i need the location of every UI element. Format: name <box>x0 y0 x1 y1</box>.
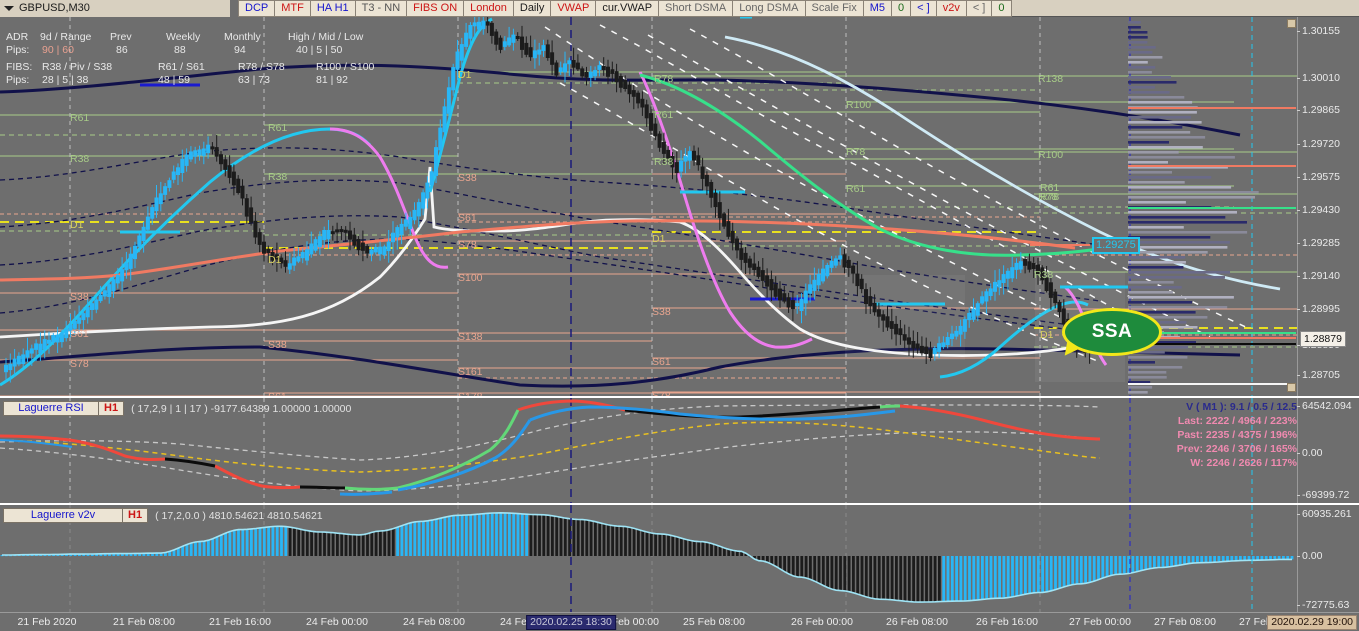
time-label-9: 26 Feb 08:00 <box>886 616 948 628</box>
toolbar-button-london-5[interactable]: London <box>464 0 514 17</box>
v2v-value-scale[interactable]: 60935.261 0.00 -72775.63 <box>1296 505 1359 612</box>
indicator-button-group: DCP MTF HA H1 T3 - NN FIBS ON London Daily VWAP… <box>238 0 1012 17</box>
time-label-8: 26 Feb 00:00 <box>791 616 853 628</box>
volume-profile <box>1128 21 1296 394</box>
laguerre-v2v-pane[interactable]: Laguerre v2v H1 ( 17,2,0.0 ) 4810.54621 … <box>0 503 1359 612</box>
toolbar-button-scale-fix-11[interactable]: Scale Fix <box>805 0 864 17</box>
toolbar-button-vwap-7[interactable]: VWAP <box>551 0 597 17</box>
price-chart-graphics <box>0 17 1297 396</box>
price-tick-10: 1.28705 <box>1297 369 1340 381</box>
ssa-callout-label: SSA <box>1062 308 1162 356</box>
vm1-w: W: 2246 / 2626 / 117% <box>1190 457 1297 469</box>
v2v-tick-0: 60935.261 <box>1297 508 1352 520</box>
ssa-callout: SSA <box>1062 308 1162 362</box>
laguerre-rsi-pane[interactable]: Laguerre RSI H1 ( 17,2,9 | 1 | 17 ) -917… <box>0 396 1359 503</box>
toolbar-button--16[interactable]: < ] <box>966 0 993 17</box>
rsi-tick-1: 0.00 <box>1296 447 1323 459</box>
price-tick-5: 1.29430 <box>1297 204 1340 216</box>
current-price-label: 1.28879 <box>1300 331 1346 347</box>
v2v-parameters: ( 17,2,0.0 ) 4810.54621 4810.54621 <box>155 509 323 522</box>
rsi-tick-0: 64542.094 <box>1297 400 1352 412</box>
price-tick-8: 1.28995 <box>1297 303 1340 315</box>
toolbar-button-short-dsma-9[interactable]: Short DSMA <box>659 0 734 17</box>
chart-toolbar: GBPUSD,M30 DCP MTF HA H1 T3 - NN FIBS ON Lond… <box>0 0 1359 17</box>
price-tick-0: 1.30155 <box>1297 25 1340 37</box>
time-label-2: 21 Feb 16:00 <box>209 616 271 628</box>
toolbar-button-fibs-on-4[interactable]: FIBS ON <box>407 0 465 17</box>
toolbar-button-ha-h1-2[interactable]: HA H1 <box>310 0 356 17</box>
scale-thumb-bottom[interactable] <box>1287 383 1296 392</box>
v2v-tick-1: 0.00 <box>1296 550 1323 562</box>
toolbar-button-0-13[interactable]: 0 <box>892 0 912 17</box>
time-label-4: 24 Feb 08:00 <box>403 616 465 628</box>
v2v-header: Laguerre v2v H1 ( 17,2,0.0 ) 4810.54621 … <box>3 508 323 523</box>
time-label-1: 21 Feb 08:00 <box>113 616 175 628</box>
price-level-tag: 1.29275 <box>1092 237 1140 254</box>
toolbar-button-0-17[interactable]: 0 <box>992 0 1012 17</box>
time-label-11: 27 Feb 00:00 <box>1069 616 1131 628</box>
last-bar-time-label: 2020.02.29 19:00 <box>1267 615 1357 630</box>
toolbar-gap <box>230 0 238 17</box>
price-tick-7: 1.29140 <box>1297 270 1340 282</box>
vm1-title: V ( M1 ): 9.1 / 0.5 / 12.5 <box>1186 401 1297 413</box>
toolbar-button-mtf-1[interactable]: MTF <box>275 0 311 17</box>
price-tick-3: 1.29720 <box>1297 138 1340 150</box>
price-tick-1: 1.30010 <box>1297 72 1340 84</box>
time-label-10: 26 Feb 16:00 <box>976 616 1038 628</box>
toolbar-button-t3-nn-3[interactable]: T3 - NN <box>355 0 408 17</box>
laguerre-v2v-graphics <box>0 505 1294 612</box>
rsi-parameters: ( 17,2,9 | 1 | 17 ) -9177.64389 1.00000 … <box>131 402 352 415</box>
time-label-12: 27 Feb 08:00 <box>1154 616 1216 628</box>
callout-tail-icon <box>1064 339 1082 359</box>
v2v-tick-2: -72775.63 <box>1296 599 1350 611</box>
rsi-tick-2: -69399.72 <box>1296 489 1350 501</box>
v2v-indicator-name[interactable]: Laguerre v2v <box>3 508 123 523</box>
vm1-past: Past: 2235 / 4375 / 196% <box>1177 429 1297 441</box>
toolbar-button-m5-12[interactable]: M5 <box>863 0 893 17</box>
toolbar-button-cur-vwap-8[interactable]: cur.VWAP <box>596 0 660 17</box>
price-tick-2: 1.29865 <box>1297 104 1340 116</box>
vm1-prev: Prev: 2246 / 3706 / 165% <box>1176 443 1297 455</box>
volume-stats-block: V ( M1 ): 9.1 / 0.5 / 12.5 Last: 2222 / … <box>1177 400 1297 470</box>
toolbar-button-long-dsma-10[interactable]: Long DSMA <box>733 0 806 17</box>
rsi-value-scale[interactable]: 64542.094 0.00 -69399.72 <box>1296 398 1359 503</box>
price-tick-4: 1.29575 <box>1297 171 1340 183</box>
toolbar-button--14[interactable]: < ] <box>911 0 937 17</box>
time-label-3: 24 Feb 00:00 <box>306 616 368 628</box>
time-cursor-label: 2020.02.25 18:30 <box>526 615 616 630</box>
rsi-timeframe-badge[interactable]: H1 <box>99 401 125 416</box>
time-label-7: 25 Feb 08:00 <box>683 616 745 628</box>
vm1-last: Last: 2222 / 4964 / 223% <box>1177 415 1297 427</box>
time-axis[interactable]: 21 Feb 2020 21 Feb 08:00 21 Feb 16:00 24 Fe… <box>0 612 1359 631</box>
price-tick-6: 1.29285 <box>1297 237 1340 249</box>
price-scale[interactable]: 1.30155 1.30010 1.29865 1.29720 1.29575 1.294… <box>1287 17 1359 396</box>
price-chart-pane[interactable]: ADR 9d / Range Prev Weekly Monthly High … <box>0 17 1359 396</box>
rsi-header: Laguerre RSI H1 ( 17,2,9 | 1 | 17 ) -917… <box>3 401 351 416</box>
symbol-selector[interactable]: GBPUSD,M30 <box>0 0 230 17</box>
time-label-0: 21 Feb 2020 <box>17 616 77 628</box>
rsi-indicator-name[interactable]: Laguerre RSI <box>3 401 99 416</box>
toolbar-button-v2v-15[interactable]: v2v <box>936 0 967 17</box>
v2v-timeframe-badge[interactable]: H1 <box>123 508 149 523</box>
toolbar-button-dcp-0[interactable]: DCP <box>238 0 276 17</box>
symbol-label: GBPUSD,M30 <box>19 2 90 14</box>
toolbar-button-daily-6[interactable]: Daily <box>513 0 552 17</box>
scale-thumb-top[interactable] <box>1287 19 1296 28</box>
chevron-down-icon[interactable] <box>4 5 14 11</box>
